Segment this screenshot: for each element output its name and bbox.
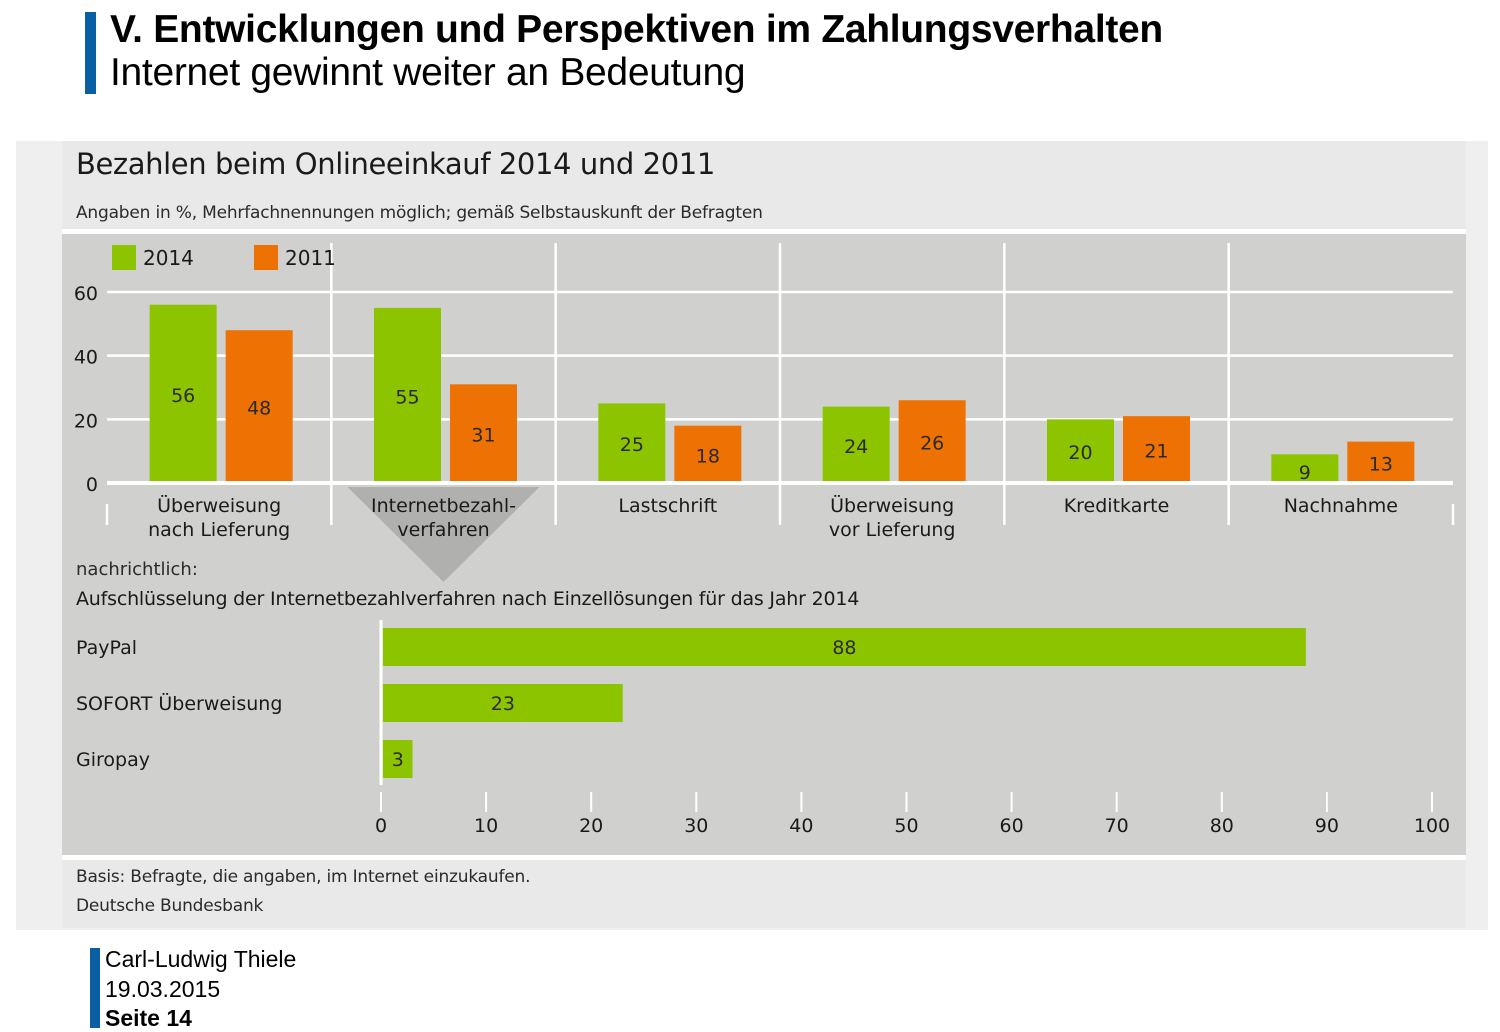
bar-2011 [1347, 441, 1415, 481]
x-tick-label: 60 [1000, 815, 1024, 837]
x-tick-label: 20 [579, 815, 603, 837]
bottom-chart-axis: 0 10 20 30 40 50 60 70 80 90 100 [375, 620, 1450, 837]
chart-title: Bezahlen beim Onlineeinkauf 2014 und 201… [76, 147, 715, 181]
plot-area [62, 234, 1466, 855]
x-tick-label: 100 [1414, 815, 1450, 837]
top-chart-legend: 2014 2011 [112, 245, 336, 270]
category-label: vor Lieferung [829, 519, 956, 541]
x-tick-label: 90 [1315, 815, 1339, 837]
bar-2011 [225, 330, 293, 481]
breakdown-prefix: nachrichtlich: [76, 559, 198, 580]
category-label: nach Lieferung [148, 519, 290, 541]
bar-value-label: 26 [920, 433, 944, 455]
bar-2011 [450, 384, 517, 481]
top-chart-grid: 0 20 40 60 [74, 243, 1455, 525]
footer-author: Carl-Ludwig Thiele [105, 946, 297, 972]
breakdown-bar [383, 628, 1306, 666]
basis-note: Basis: Befragte, die angaben, im Interne… [76, 867, 531, 887]
y-tick-label: 60 [74, 283, 98, 305]
footer-accent-bar [90, 948, 100, 1028]
category-label: Lastschrift [618, 495, 717, 517]
bar-value-label: 25 [620, 434, 644, 456]
footer-date: 19.03.2015 [105, 976, 221, 1002]
bar-value-label: 18 [696, 445, 720, 467]
header-divider [62, 229, 1466, 234]
bar-2014 [1047, 419, 1114, 481]
bar-value-label: 13 [1369, 453, 1393, 475]
bar-2014 [1271, 454, 1339, 481]
bar-2011 [898, 400, 966, 481]
x-tick-label: 0 [375, 815, 387, 837]
x-tick-label: 40 [789, 815, 813, 837]
bar-2014 [598, 403, 666, 481]
legend-swatch-2011 [254, 245, 278, 270]
title-accent-bar [85, 12, 96, 94]
bar-value-label: 20 [1068, 442, 1092, 464]
y-tick-label: 20 [74, 410, 98, 432]
breakdown-title: Aufschlüsselung der Internetbezahlverfah… [76, 588, 859, 610]
bar-2011 [1123, 416, 1190, 481]
category-label: Kreditkarte [1064, 495, 1170, 517]
footer-page: Seite 14 [105, 1005, 192, 1031]
breakdown-value-label: 88 [832, 637, 856, 659]
category-label: Nachnahme [1284, 495, 1398, 517]
x-tick-label: 70 [1105, 815, 1129, 837]
slide-title: V. Entwicklungen und Perspektiven im Zah… [110, 8, 1163, 51]
footer-divider [62, 855, 1466, 860]
bottom-chart-bars: PayPal 88 SOFORT Überweisung 23 Giropay 3 [76, 628, 1306, 778]
breakdown-value-label: 23 [491, 693, 515, 715]
bar-value-label: 31 [471, 425, 495, 447]
chart-header [62, 141, 1466, 229]
bar-value-label: 48 [247, 398, 271, 420]
legend-swatch-2014 [112, 245, 136, 270]
category-label: verfahren [397, 519, 489, 541]
chart-footer [62, 860, 1466, 928]
bar-2011 [674, 425, 742, 481]
top-chart-highlight [347, 487, 540, 582]
x-tick-label: 50 [894, 815, 918, 837]
bar-value-label: 21 [1144, 441, 1168, 463]
x-tick-label: 30 [684, 815, 708, 837]
bar-2014 [822, 406, 890, 481]
bar-value-label: 24 [844, 436, 868, 458]
slide-subtitle: Internet gewinnt weiter an Bedeutung [110, 51, 746, 94]
legend-label-2011: 2011 [285, 246, 336, 270]
top-chart-bars: 56 48 55 31 25 18 24 26 20 21 9 13 [149, 304, 1415, 484]
chart-subtitle: Angaben in %, Mehrfachnennungen möglich;… [76, 203, 763, 223]
breakdown-bar [383, 684, 623, 722]
breakdown-category-label: PayPal [76, 637, 137, 659]
bar-2014 [374, 307, 441, 481]
breakdown-value-label: 3 [392, 749, 404, 771]
bar-2014 [149, 304, 217, 481]
legend-label-2014: 2014 [143, 246, 194, 270]
bar-value-label: 9 [1299, 462, 1311, 484]
breakdown-category-label: Giropay [76, 749, 150, 771]
breakdown-bar [383, 740, 413, 778]
x-tick-label: 10 [474, 815, 498, 837]
source-note: Deutsche Bundesbank [76, 896, 264, 916]
x-tick-label: 80 [1210, 815, 1234, 837]
breakdown-category-label: SOFORT Überweisung [76, 692, 282, 715]
y-tick-label: 0 [86, 474, 98, 496]
bar-value-label: 55 [395, 386, 419, 408]
category-label: Internetbezahl- [371, 495, 516, 517]
category-label: Überweisung [830, 494, 954, 517]
y-tick-label: 40 [74, 347, 98, 369]
bar-value-label: 56 [171, 385, 195, 407]
highlight-pointer [347, 487, 540, 582]
category-label: Überweisung [157, 494, 281, 517]
